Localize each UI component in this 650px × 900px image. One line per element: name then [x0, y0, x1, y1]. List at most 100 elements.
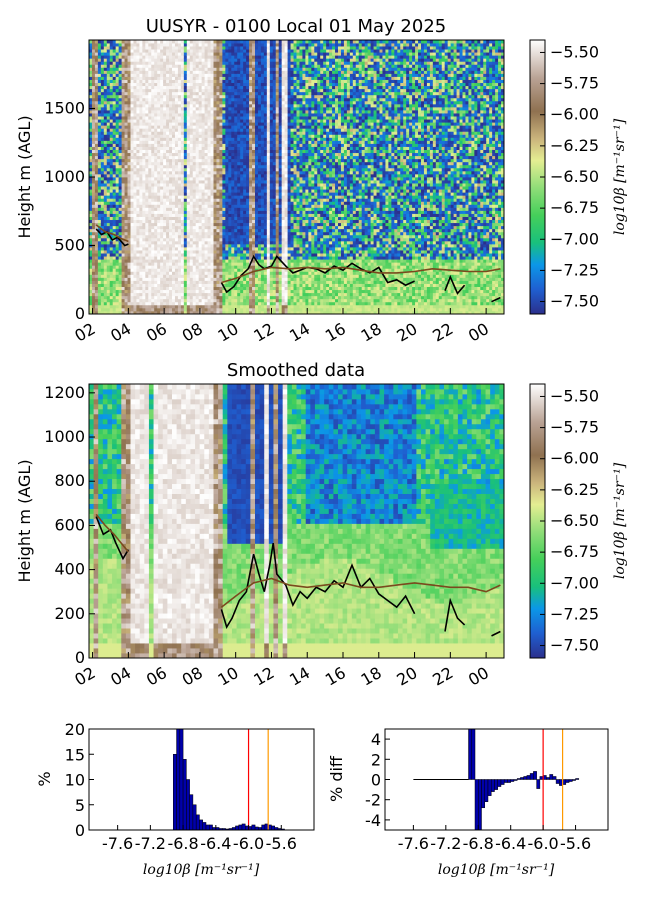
heatmap-cell [177, 170, 182, 175]
heatmap-cell [246, 274, 250, 278]
heatmap-cell [222, 67, 226, 71]
heatmap-cell [246, 222, 250, 227]
heatmap-cell [246, 158, 250, 163]
heatmap-cell [130, 243, 134, 248]
heatmap-cell [240, 295, 244, 300]
heatmap-cell [142, 265, 146, 269]
heatmap-cell [94, 155, 99, 160]
heatmap-cell [112, 158, 117, 163]
heatmap-cell [166, 231, 170, 236]
heatmap-cell [157, 40, 161, 44]
heatmap-cell [249, 292, 253, 297]
heatmap-cell [112, 119, 117, 123]
heatmap-cell [103, 207, 108, 211]
heatmap-cell [133, 310, 137, 314]
heatmap-cell [151, 52, 155, 56]
heatmap-cell [213, 103, 217, 108]
heatmap-cell [186, 128, 191, 132]
heatmap-cell [100, 277, 105, 281]
heatmap-cell [124, 76, 128, 80]
heatmap-cell [207, 207, 211, 211]
heatmap-cell [192, 82, 197, 87]
heatmap-cell [94, 131, 99, 135]
heatmap-cell [237, 100, 241, 105]
heatmap-cell [189, 268, 194, 272]
heatmap-cell [234, 304, 238, 309]
heatmap-cell [189, 283, 194, 287]
heatmap-cell [195, 298, 200, 303]
heatmap-cell [198, 106, 203, 111]
heatmap-cell [234, 82, 238, 87]
heatmap-cell [160, 307, 164, 312]
heatmap-cell [115, 268, 120, 272]
heatmap-cell [118, 155, 122, 160]
heatmap-cell [186, 243, 191, 248]
heatmap-cell [109, 134, 114, 138]
heatmap-cell [246, 155, 250, 160]
heatmap-cell [133, 207, 137, 211]
heatmap-cell [154, 61, 158, 65]
heatmap-cell [154, 137, 158, 141]
heatmap-cell [240, 64, 244, 68]
heatmap-cell [177, 128, 182, 132]
heatmap-cell [204, 280, 208, 284]
heatmap-cell [157, 122, 161, 126]
heatmap-cell [166, 225, 170, 230]
heatmap-cell [136, 189, 140, 193]
heatmap-cell [210, 125, 214, 129]
heatmap-cell [160, 240, 164, 245]
heatmap-cell [145, 134, 149, 138]
heatmap-cell [195, 58, 200, 62]
heatmap-cell [124, 128, 128, 132]
heatmap-cell [213, 253, 217, 257]
heatmap-cell [237, 82, 241, 87]
heatmap-cell [195, 149, 200, 154]
heatmap-cell [192, 122, 197, 126]
heatmap-cell [103, 243, 108, 248]
heatmap-cell [231, 310, 235, 314]
heatmap-cell [240, 192, 244, 196]
heatmap-cell [210, 43, 214, 47]
heatmap-cell [225, 158, 229, 163]
heatmap-cell [136, 113, 140, 117]
heatmap-cell [130, 64, 134, 68]
heatmap-cell [189, 125, 194, 129]
heatmap-cell [225, 152, 229, 157]
heatmap-cell [89, 292, 93, 297]
heatmap-cell [195, 183, 200, 187]
heatmap-cell [249, 149, 253, 154]
heatmap-cell [231, 94, 235, 99]
heatmap-cell [163, 164, 167, 169]
heatmap-cell [237, 173, 241, 178]
heatmap-cell [169, 161, 173, 166]
heatmap-cell [246, 310, 250, 314]
heatmap-cell [243, 70, 247, 74]
heatmap-cell [118, 40, 122, 44]
heatmap-cell [89, 134, 93, 138]
heatmap-cell [127, 180, 131, 184]
heatmap-cell [145, 116, 149, 120]
heatmap-cell [103, 213, 108, 217]
heatmap-cell [228, 73, 232, 77]
heatmap-cell [204, 295, 208, 300]
heatmap-cell [148, 295, 152, 300]
heatmap-cell [237, 256, 241, 260]
heatmap-cell [118, 216, 122, 221]
heatmap-cell [207, 268, 211, 272]
heatmap-cell [106, 155, 111, 160]
heatmap-cell [151, 240, 155, 245]
heatmap-cell [91, 173, 96, 178]
heatmap-cell [225, 110, 229, 114]
heatmap-cell [91, 268, 96, 272]
heatmap-cell [121, 289, 125, 294]
heatmap-cell [112, 149, 117, 154]
heatmap-cell [213, 40, 217, 44]
heatmap-cell [154, 125, 158, 129]
heatmap-cell [207, 286, 211, 291]
heatmap-cell [142, 298, 146, 303]
heatmap-cell [103, 222, 108, 227]
heatmap-cell [166, 268, 170, 272]
heatmap-cell [246, 73, 250, 77]
heatmap-cell [142, 280, 146, 284]
heatmap-cell [103, 228, 108, 233]
